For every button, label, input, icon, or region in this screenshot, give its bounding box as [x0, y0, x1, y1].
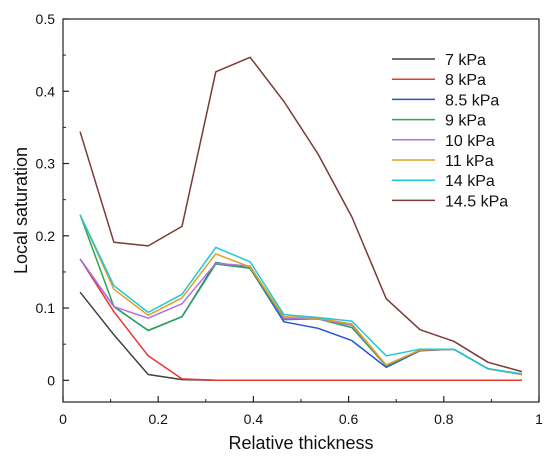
x-tick-label: 0.2: [148, 411, 168, 427]
series-line-14-5-kpa: [79, 56, 523, 373]
legend-label: 14 kPa: [445, 173, 495, 190]
series-line-8-kpa: [79, 258, 522, 382]
x-tick-label: 0: [59, 411, 67, 427]
series-line-14-kpa: [79, 214, 523, 375]
legend: 7 kPa 8 kPa 8.5 kPa 9 kPa 10 kPa 11 kPa 14 kPa…: [392, 52, 508, 210]
y-axis-title: Local saturation: [11, 147, 31, 274]
series-lines: [79, 56, 523, 382]
y-tick-label: 0.5: [36, 11, 56, 27]
x-tick-label: 0.6: [339, 411, 359, 427]
legend-label: 10 kPa: [445, 133, 495, 150]
legend-label: 11 kPa: [445, 153, 494, 170]
legend-label: 14.5 kPa: [445, 193, 508, 210]
x-tick-label: 1: [535, 411, 543, 427]
x-axis-ticks: 0 0.2 0.4 0.6 0.8 1: [59, 396, 543, 427]
x-axis-title: Relative thickness: [228, 433, 373, 453]
x-tick-label: 0.4: [244, 411, 264, 427]
series-line-7-kpa: [79, 291, 522, 382]
y-tick-label: 0: [47, 372, 55, 388]
legend-label: 7 kPa: [445, 52, 486, 69]
y-tick-label: 0.4: [36, 83, 56, 99]
y-tick-label: 0.2: [36, 228, 56, 244]
y-tick-label: 0.1: [36, 300, 56, 316]
legend-label: 8 kPa: [445, 72, 486, 89]
legend-label: 8.5 kPa: [445, 92, 499, 109]
x-tick-label: 0.8: [434, 411, 454, 427]
y-axis-ticks: 0 0.1 0.2 0.3 0.4 0.5: [36, 11, 69, 388]
legend-label: 9 kPa: [445, 113, 486, 130]
y-tick-label: 0.3: [36, 156, 56, 172]
